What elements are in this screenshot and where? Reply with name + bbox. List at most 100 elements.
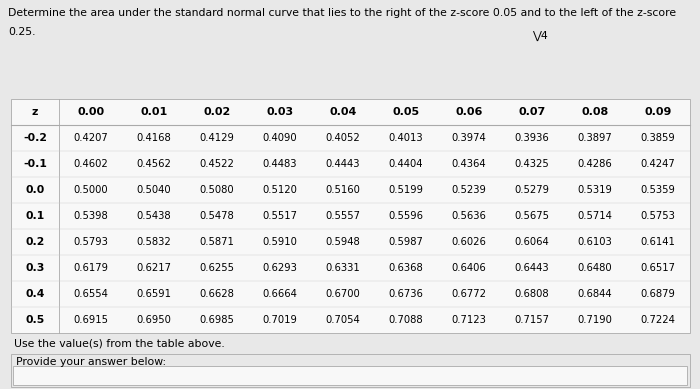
Text: 0.7123: 0.7123 xyxy=(452,315,486,325)
Text: 0.1: 0.1 xyxy=(25,211,45,221)
Text: 0.03: 0.03 xyxy=(267,107,293,117)
Text: 0.06: 0.06 xyxy=(455,107,482,117)
Text: 0.6406: 0.6406 xyxy=(452,263,486,273)
Text: 0.04: 0.04 xyxy=(329,107,356,117)
Text: 0.4090: 0.4090 xyxy=(262,133,298,143)
Text: 0.4013: 0.4013 xyxy=(389,133,424,143)
Text: 0.4: 0.4 xyxy=(25,289,45,299)
Text: 0.7019: 0.7019 xyxy=(262,315,298,325)
Text: 0.6808: 0.6808 xyxy=(514,289,550,299)
Text: 0.3974: 0.3974 xyxy=(452,133,486,143)
Text: 0.5040: 0.5040 xyxy=(136,185,172,195)
Text: 0.3936: 0.3936 xyxy=(514,133,550,143)
Text: 0.5793: 0.5793 xyxy=(74,237,108,247)
Text: 0.4404: 0.4404 xyxy=(389,159,424,169)
Text: 0.6736: 0.6736 xyxy=(389,289,424,299)
Text: 0.5517: 0.5517 xyxy=(262,211,298,221)
Text: 0.4325: 0.4325 xyxy=(514,159,550,169)
Text: 0.07: 0.07 xyxy=(518,107,545,117)
Text: 0.7054: 0.7054 xyxy=(326,315,360,325)
Text: Provide your answer below:: Provide your answer below: xyxy=(16,357,166,367)
Text: 0.6772: 0.6772 xyxy=(452,289,486,299)
Text: 0.4483: 0.4483 xyxy=(262,159,298,169)
Text: Determine the area under the standard normal curve that lies to the right of the: Determine the area under the standard no… xyxy=(8,8,676,18)
Text: 0.5871: 0.5871 xyxy=(199,237,234,247)
Text: 0.6554: 0.6554 xyxy=(74,289,108,299)
Text: 0.5120: 0.5120 xyxy=(262,185,298,195)
Text: 0.6103: 0.6103 xyxy=(578,237,612,247)
Text: 0.5948: 0.5948 xyxy=(326,237,360,247)
Text: 0.5557: 0.5557 xyxy=(326,211,360,221)
Text: 0.5832: 0.5832 xyxy=(136,237,172,247)
Text: 0.5636: 0.5636 xyxy=(452,211,486,221)
Text: 0.6026: 0.6026 xyxy=(452,237,486,247)
Text: 0.5000: 0.5000 xyxy=(74,185,108,195)
Text: 0.6293: 0.6293 xyxy=(262,263,298,273)
Text: 0.7088: 0.7088 xyxy=(389,315,424,325)
Text: 0.05: 0.05 xyxy=(393,107,419,117)
Text: 0.25.: 0.25. xyxy=(8,27,36,37)
Text: 0.4052: 0.4052 xyxy=(326,133,360,143)
Text: 0.6141: 0.6141 xyxy=(640,237,676,247)
Text: 0.5714: 0.5714 xyxy=(578,211,612,221)
Text: 0.7224: 0.7224 xyxy=(640,315,676,325)
Text: 0.6255: 0.6255 xyxy=(199,263,234,273)
Text: -0.2: -0.2 xyxy=(23,133,47,143)
Text: 0.6179: 0.6179 xyxy=(74,263,108,273)
Text: 0.4522: 0.4522 xyxy=(199,159,234,169)
Text: 0.6480: 0.6480 xyxy=(578,263,612,273)
Text: 0.4247: 0.4247 xyxy=(640,159,676,169)
Text: 0.7157: 0.7157 xyxy=(514,315,550,325)
Text: 0.4129: 0.4129 xyxy=(199,133,234,143)
Text: 0.6664: 0.6664 xyxy=(262,289,298,299)
Text: z: z xyxy=(32,107,38,117)
Text: 0.5910: 0.5910 xyxy=(262,237,298,247)
Text: 0.5199: 0.5199 xyxy=(389,185,424,195)
Text: 0.3859: 0.3859 xyxy=(640,133,676,143)
Text: 0.5160: 0.5160 xyxy=(326,185,360,195)
Text: 0.6368: 0.6368 xyxy=(389,263,424,273)
Text: 0.4562: 0.4562 xyxy=(136,159,172,169)
Text: 0.5753: 0.5753 xyxy=(640,211,676,221)
Text: 0.6064: 0.6064 xyxy=(514,237,550,247)
Text: 0.01: 0.01 xyxy=(140,107,167,117)
Text: -0.1: -0.1 xyxy=(23,159,47,169)
Text: 0.5239: 0.5239 xyxy=(452,185,486,195)
Text: 0.6517: 0.6517 xyxy=(640,263,676,273)
Text: 0.4168: 0.4168 xyxy=(136,133,172,143)
Text: 0.3897: 0.3897 xyxy=(578,133,612,143)
Text: 0.5478: 0.5478 xyxy=(199,211,234,221)
Text: 0.5596: 0.5596 xyxy=(389,211,424,221)
Text: 0.4364: 0.4364 xyxy=(452,159,486,169)
Text: 0.5: 0.5 xyxy=(25,315,45,325)
Text: 0.4286: 0.4286 xyxy=(578,159,612,169)
Text: 0.6628: 0.6628 xyxy=(199,289,234,299)
Text: 0.02: 0.02 xyxy=(203,107,230,117)
Text: 0.08: 0.08 xyxy=(582,107,608,117)
Text: 0.5319: 0.5319 xyxy=(578,185,612,195)
Text: 0.4207: 0.4207 xyxy=(74,133,108,143)
Text: 0.6985: 0.6985 xyxy=(199,315,234,325)
Text: 0.5675: 0.5675 xyxy=(514,211,550,221)
Text: 0.6844: 0.6844 xyxy=(578,289,612,299)
Text: 0.4443: 0.4443 xyxy=(326,159,360,169)
Text: 0.6217: 0.6217 xyxy=(136,263,172,273)
Text: ⋁4: ⋁4 xyxy=(532,31,547,41)
Text: 0.00: 0.00 xyxy=(77,107,104,117)
Text: 0.6331: 0.6331 xyxy=(326,263,360,273)
Text: 0.3: 0.3 xyxy=(25,263,45,273)
Text: 0.5359: 0.5359 xyxy=(640,185,676,195)
Text: 0.6443: 0.6443 xyxy=(514,263,550,273)
Text: 0.5987: 0.5987 xyxy=(389,237,424,247)
Text: 0.09: 0.09 xyxy=(644,107,672,117)
Text: 0.5438: 0.5438 xyxy=(136,211,172,221)
Text: 0.7190: 0.7190 xyxy=(578,315,612,325)
Text: 0.5398: 0.5398 xyxy=(74,211,108,221)
Text: Use the value(s) from the table above.: Use the value(s) from the table above. xyxy=(14,338,225,349)
Text: 0.6879: 0.6879 xyxy=(640,289,676,299)
Text: 0.5279: 0.5279 xyxy=(514,185,550,195)
Text: 0.6915: 0.6915 xyxy=(74,315,108,325)
Text: 0.5080: 0.5080 xyxy=(199,185,234,195)
Text: 0.6950: 0.6950 xyxy=(136,315,172,325)
Text: 0.6700: 0.6700 xyxy=(326,289,360,299)
